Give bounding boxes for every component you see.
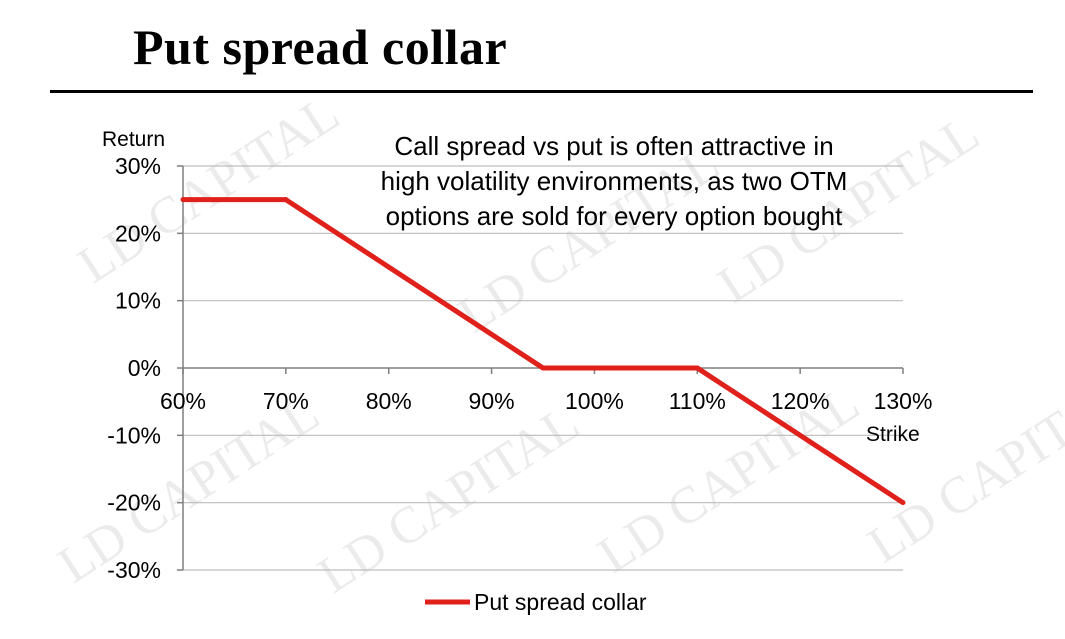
y-tick-label: -30% xyxy=(107,557,161,583)
annotation-text: Call spread vs put is often attractive i… xyxy=(381,131,848,231)
annotation-line: high volatility environments, as two OTM xyxy=(381,166,848,196)
y-tick-label: -20% xyxy=(107,490,161,516)
series-lines xyxy=(180,197,906,506)
data-point xyxy=(180,197,186,203)
data-point xyxy=(900,500,906,506)
x-tick-label: 70% xyxy=(263,388,309,414)
y-tick-label: 20% xyxy=(115,220,161,246)
x-tick-label: 80% xyxy=(366,388,412,414)
annotation-line: Call spread vs put is often attractive i… xyxy=(394,131,833,161)
legend-label: Put spread collar xyxy=(474,589,647,615)
y-tick-label: 10% xyxy=(115,288,161,314)
x-tick-label: 110% xyxy=(669,388,726,414)
legend: Put spread collar xyxy=(425,589,647,615)
y-tick-label: -10% xyxy=(107,422,161,448)
y-tick-label: 0% xyxy=(128,355,161,381)
x-tick-label: 130% xyxy=(874,388,933,414)
data-point xyxy=(694,365,700,371)
x-tick-label: 90% xyxy=(469,388,515,414)
gridlines xyxy=(183,165,903,571)
data-point xyxy=(540,365,546,371)
data-point xyxy=(283,197,289,203)
series-line xyxy=(183,197,905,505)
x-tick-labels: 60% 70% 80% 90% 100% 110% 120% 130% xyxy=(160,388,932,414)
annotation-line: options are sold for every option bought xyxy=(386,201,844,231)
y-axis-title: Return xyxy=(102,128,165,151)
x-tick-label: 100% xyxy=(565,388,624,414)
tick-marks xyxy=(177,165,904,571)
x-tick-label: 120% xyxy=(771,388,830,414)
slide-title: Put spread collar xyxy=(133,19,508,75)
y-tick-labels: 30% 20% 10% 0% -10% -20% -30% xyxy=(107,153,161,583)
x-tick-label: 60% xyxy=(160,388,206,414)
title-divider xyxy=(50,90,1033,93)
y-tick-label: 30% xyxy=(115,153,161,179)
x-axis-title: Strike xyxy=(866,423,920,446)
